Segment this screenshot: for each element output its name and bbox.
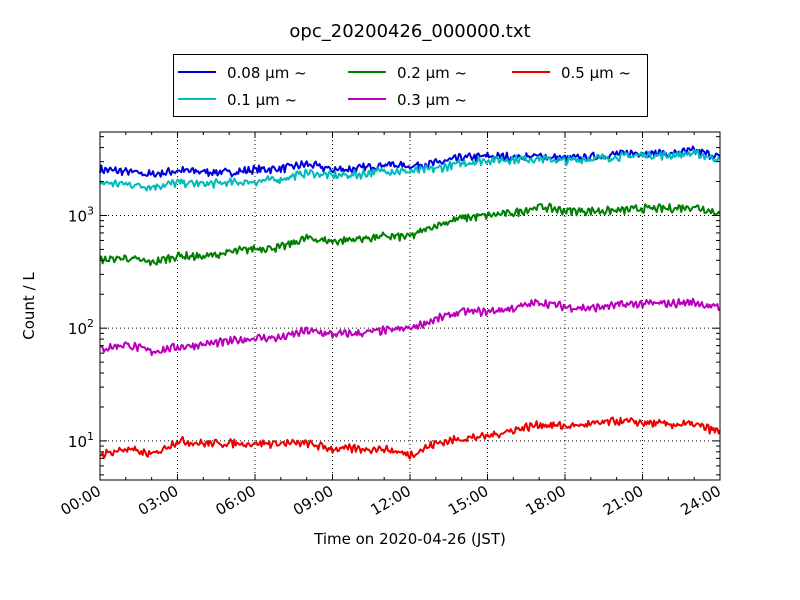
legend-frame bbox=[173, 54, 648, 117]
series-line bbox=[99, 416, 721, 460]
legend-label: 0.5 μm ~ bbox=[561, 64, 631, 82]
y-tick-label: 101 bbox=[68, 430, 94, 451]
x-tick-label: 03:00 bbox=[135, 482, 181, 519]
legend-label: 0.2 μm ~ bbox=[397, 64, 467, 82]
x-tick-label: 12:00 bbox=[368, 482, 414, 519]
x-tick-label: 15:00 bbox=[445, 482, 491, 519]
x-tick-label: 09:00 bbox=[290, 482, 336, 519]
x-tick-label: 21:00 bbox=[600, 482, 646, 519]
legend-label: 0.1 μm ~ bbox=[227, 91, 297, 109]
x-tick-label: 00:00 bbox=[58, 482, 104, 519]
legend: 0.08 μm ~ 0.1 μm ~ 0.2 μm ~ 0.3 μm ~ 0.5 μm … bbox=[173, 54, 648, 117]
x-tick-label: 24:00 bbox=[678, 482, 724, 519]
series-line bbox=[99, 202, 721, 267]
series-line bbox=[99, 149, 721, 192]
legend-label: 0.08 μm ~ bbox=[227, 64, 307, 82]
x-tick-label: 06:00 bbox=[213, 482, 259, 519]
legend-label: 0.3 μm ~ bbox=[397, 91, 467, 109]
x-axis-label: Time on 2020-04-26 (JST) bbox=[313, 530, 506, 548]
y-axis-label: Count / L bbox=[20, 272, 38, 340]
chart-title: opc_20200426_000000.txt bbox=[289, 21, 530, 42]
series-lines bbox=[99, 145, 721, 460]
y-tick-label: 103 bbox=[68, 204, 94, 225]
ticks: 00:00 03:00 06:00 09:00 12:00 15:00 18:00 21:00… bbox=[58, 132, 724, 519]
y-tick-label: 102 bbox=[68, 317, 94, 338]
x-tick-label: 18:00 bbox=[523, 482, 569, 519]
grid bbox=[100, 132, 720, 480]
series-line bbox=[99, 297, 721, 357]
series-line bbox=[99, 145, 721, 178]
